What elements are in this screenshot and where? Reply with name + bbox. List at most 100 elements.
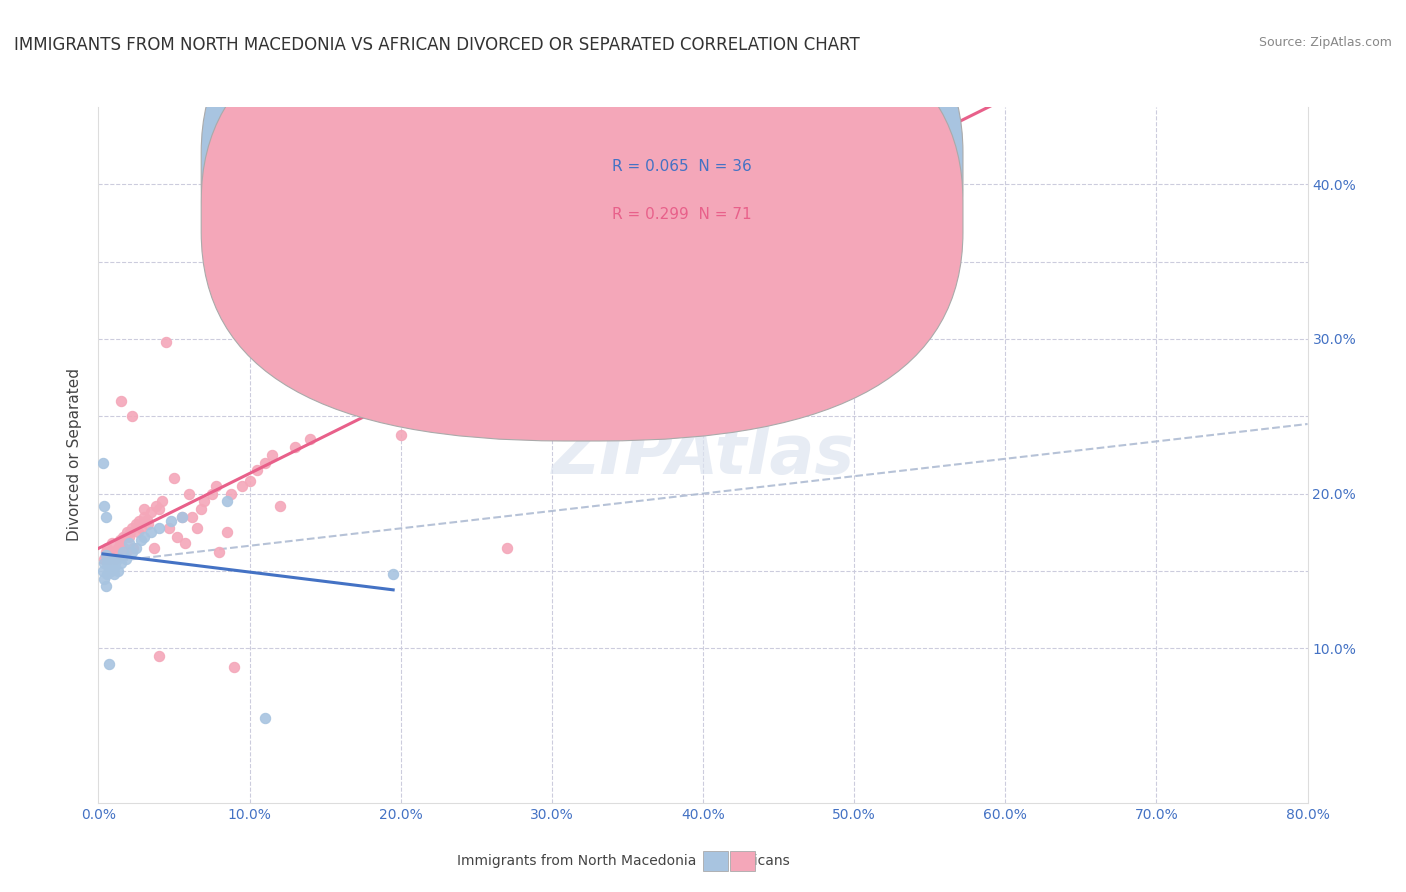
Point [420,293,443,308]
Point [329,355,352,369]
Point [103,549,125,563]
Point [224,659,246,673]
Point [121,409,143,424]
Point [129,533,152,547]
Point [129,520,152,534]
Point [93,499,115,513]
Text: R = 0.065  N = 36: R = 0.065 N = 36 [613,159,752,174]
Point [93,556,115,570]
Point [132,509,155,524]
Point [239,474,262,488]
Point [382,566,405,581]
Point [179,486,201,500]
Point [96,566,118,581]
Point [208,545,231,559]
Point [101,536,124,550]
Point [193,494,215,508]
Point [127,525,149,540]
Point [112,541,135,555]
Point [389,427,412,442]
Point [155,334,177,349]
Point [103,561,125,575]
Point [145,499,167,513]
FancyBboxPatch shape [534,135,897,257]
Point [314,340,336,354]
FancyBboxPatch shape [201,0,963,441]
Point [115,525,138,540]
Point [107,541,129,555]
Point [150,494,173,508]
Point [262,448,284,462]
Point [110,556,132,570]
Point [104,556,127,570]
Point [98,551,121,566]
Point [104,551,127,566]
Text: Source: ZipAtlas.com: Source: ZipAtlas.com [1258,36,1392,49]
Point [111,530,134,544]
Point [221,486,243,500]
Point [110,393,132,408]
Text: Immigrants from North Macedonia: Immigrants from North Macedonia [457,854,696,868]
Point [121,520,143,534]
Point [143,541,166,555]
Point [344,347,367,361]
Point [166,530,188,544]
Point [98,561,121,575]
Point [93,551,115,566]
Point [201,486,224,500]
Point [374,270,396,285]
Point [173,536,195,550]
Text: IMMIGRANTS FROM NORTH MACEDONIA VS AFRICAN DIVORCED OR SEPARATED CORRELATION CHA: IMMIGRANTS FROM NORTH MACEDONIA VS AFRIC… [14,36,860,54]
Point [98,559,121,574]
Point [163,471,186,485]
Point [103,566,125,581]
Point [107,564,129,578]
Point [100,564,122,578]
Point [253,456,276,470]
Point [94,579,117,593]
Point [120,525,142,540]
Point [135,513,157,527]
Point [128,515,150,529]
Point [98,657,121,671]
Point [114,551,136,566]
Point [360,378,382,392]
Point [94,509,117,524]
Point [91,564,114,578]
Point [121,545,143,559]
Point [132,530,155,544]
Point [122,541,145,555]
Point [100,556,122,570]
Text: ZIPAtlas: ZIPAtlas [551,422,855,488]
Point [105,545,128,559]
Point [105,551,128,566]
Point [136,517,159,532]
Point [495,541,517,555]
Point [141,505,163,519]
Point [141,525,163,540]
Point [91,456,114,470]
Point [108,533,131,547]
Point [118,536,141,550]
Point [125,541,148,555]
Point [215,525,238,540]
Point [160,515,183,529]
Y-axis label: Divorced or Separated: Divorced or Separated [67,368,83,541]
Text: R = 0.299  N = 71: R = 0.299 N = 71 [613,207,752,222]
Text: Africans: Africans [735,854,792,868]
Point [148,648,170,663]
Point [231,479,253,493]
Point [101,553,124,567]
Point [170,509,193,524]
Point [118,530,141,544]
Point [132,502,155,516]
Point [148,520,170,534]
Point [186,520,208,534]
FancyBboxPatch shape [201,0,963,392]
Point [299,433,322,447]
Point [125,517,148,532]
Point [215,494,238,508]
Point [148,502,170,516]
Point [181,509,204,524]
Point [450,340,472,354]
